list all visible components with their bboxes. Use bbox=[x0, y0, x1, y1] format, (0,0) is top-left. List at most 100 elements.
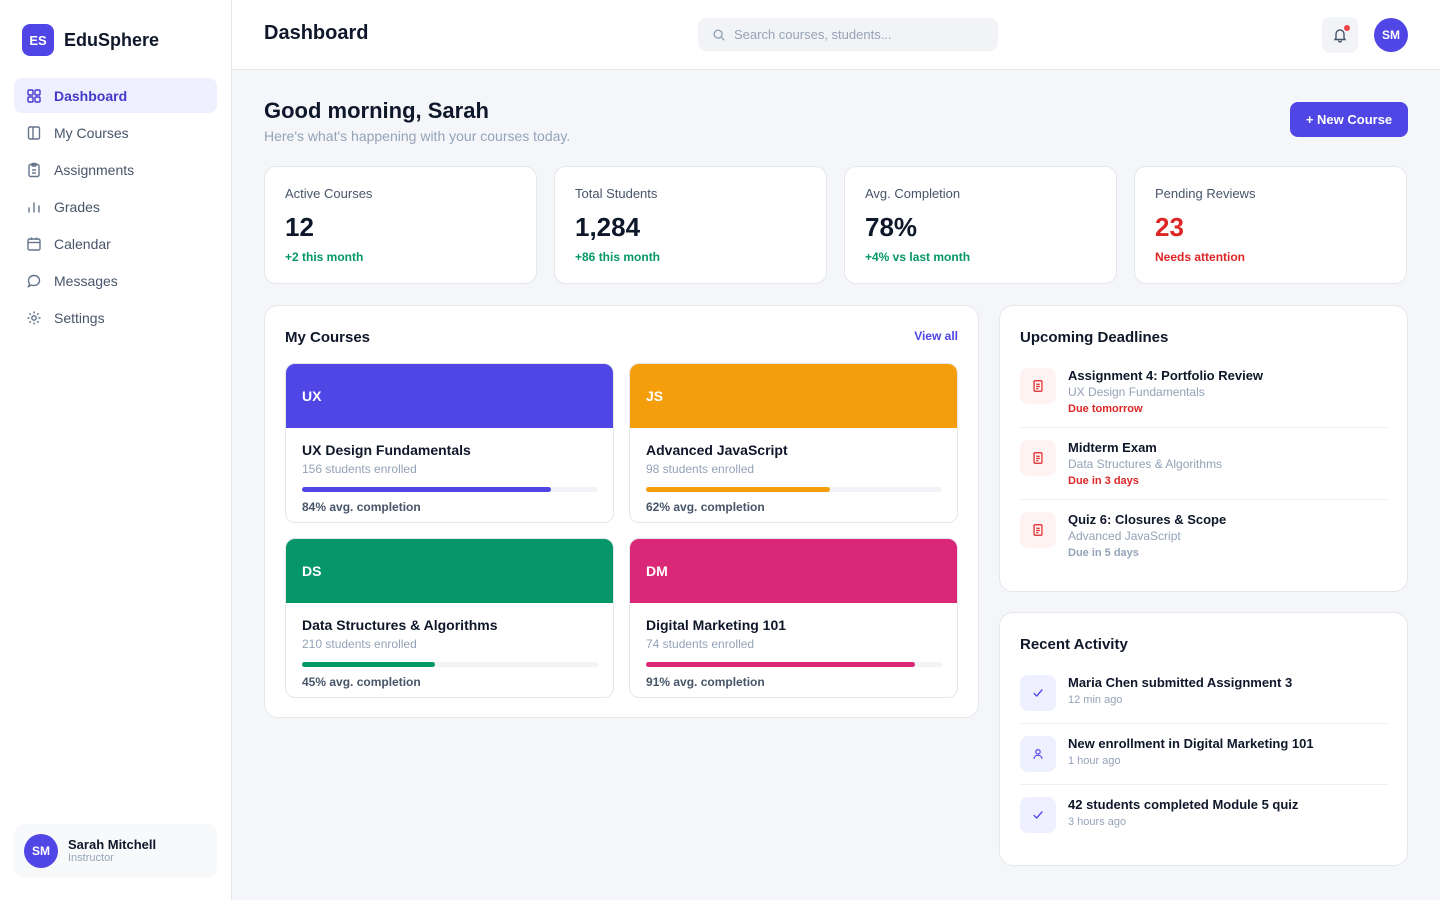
activity-icon-box bbox=[1020, 675, 1056, 711]
stat-card-total-students: Total Students 1,284 +86 this month bbox=[554, 166, 827, 284]
deadline-title: Quiz 6: Closures & Scope bbox=[1068, 512, 1227, 527]
deadline-item[interactable]: Quiz 6: Closures & Scope Advanced JavaSc… bbox=[1020, 512, 1388, 560]
course-completion: 45% avg. completion bbox=[302, 675, 421, 689]
notifications-button[interactable] bbox=[1322, 17, 1358, 53]
new-course-button[interactable]: + New Course bbox=[1290, 102, 1408, 137]
course-name: Data Structures & Algorithms bbox=[302, 617, 498, 633]
brand[interactable]: ES EduSphere bbox=[22, 24, 159, 56]
greeting-subtitle: Here's what's happening with your course… bbox=[264, 128, 571, 144]
notification-dot bbox=[1344, 25, 1350, 31]
sidebar-item-dashboard[interactable]: Dashboard bbox=[14, 78, 217, 113]
activity-time: 1 hour ago bbox=[1068, 755, 1121, 767]
divider bbox=[1020, 723, 1388, 724]
greeting-title: Good morning, Sarah bbox=[264, 98, 489, 123]
user-name: Sarah Mitchell bbox=[68, 837, 157, 852]
deadline-item[interactable]: Assignment 4: Portfolio Review UX Design… bbox=[1020, 368, 1388, 416]
deadline-due: Due in 5 days bbox=[1068, 547, 1139, 559]
course-students: 98 students enrolled bbox=[646, 462, 755, 476]
search-box[interactable] bbox=[698, 18, 998, 51]
course-completion: 91% avg. completion bbox=[646, 675, 765, 689]
search-icon bbox=[713, 28, 725, 41]
deadline-icon-box bbox=[1020, 368, 1056, 404]
progress-fill bbox=[646, 487, 830, 492]
progress-bar bbox=[302, 487, 598, 492]
document-icon bbox=[1033, 452, 1043, 464]
activity-icon-box bbox=[1020, 736, 1056, 772]
sidebar-item-label: Messages bbox=[54, 272, 118, 289]
deadline-due: Due in 3 days bbox=[1068, 475, 1139, 487]
calendar-icon bbox=[27, 237, 41, 251]
divider bbox=[1020, 427, 1388, 428]
top-header: Dashboard SM bbox=[232, 0, 1440, 70]
stat-label: Active Courses bbox=[285, 186, 373, 201]
deadline-course: Advanced JavaScript bbox=[1068, 529, 1181, 543]
panel-title: Recent Activity bbox=[1020, 636, 1128, 653]
sidebar-item-label: Calendar bbox=[54, 235, 111, 252]
sidebar-item-assignments[interactable]: Assignments bbox=[14, 152, 217, 187]
grid-icon bbox=[27, 88, 41, 103]
check-icon bbox=[1033, 689, 1043, 697]
progress-bar bbox=[646, 487, 942, 492]
divider bbox=[1020, 499, 1388, 500]
stat-value: 1,284 bbox=[575, 212, 641, 242]
progress-bar bbox=[646, 662, 942, 667]
course-banner: JS bbox=[630, 364, 957, 428]
activity-icon-box bbox=[1020, 797, 1056, 833]
my-courses-panel: My Courses View all UX UX Design Fundame… bbox=[264, 305, 979, 718]
deadline-item[interactable]: Midterm Exam Data Structures & Algorithm… bbox=[1020, 440, 1388, 488]
course-code: DM bbox=[646, 563, 668, 579]
header-avatar[interactable]: SM bbox=[1374, 18, 1408, 52]
sidebar-item-label: My Courses bbox=[54, 124, 129, 141]
progress-fill bbox=[646, 662, 916, 667]
activity-text: New enrollment in Digital Marketing 101 bbox=[1068, 736, 1314, 751]
bell-icon bbox=[1333, 29, 1347, 43]
progress-fill bbox=[302, 487, 551, 492]
course-completion: 62% avg. completion bbox=[646, 500, 765, 514]
course-banner: UX bbox=[286, 364, 613, 428]
sidebar-item-settings[interactable]: Settings bbox=[14, 300, 217, 335]
stat-label: Pending Reviews bbox=[1155, 186, 1256, 201]
course-card[interactable]: DS Data Structures & Algorithms 210 stud… bbox=[285, 538, 614, 698]
deadline-course: UX Design Fundamentals bbox=[1068, 385, 1205, 399]
view-all-link[interactable]: View all bbox=[914, 329, 958, 343]
sidebar-item-label: Dashboard bbox=[54, 87, 128, 104]
page-title: Dashboard bbox=[264, 22, 369, 44]
sidebar-item-label: Grades bbox=[54, 198, 100, 215]
book-icon bbox=[27, 125, 41, 140]
activity-text: 42 students completed Module 5 quiz bbox=[1068, 797, 1299, 812]
course-banner: DS bbox=[286, 539, 613, 603]
stat-delta: Needs attention bbox=[1155, 250, 1246, 264]
deadline-icon-box bbox=[1020, 440, 1056, 476]
sidebar-item-calendar[interactable]: Calendar bbox=[14, 226, 217, 261]
search-input[interactable] bbox=[734, 27, 974, 42]
bar-chart-icon bbox=[28, 201, 40, 213]
course-card[interactable]: DM Digital Marketing 101 74 students enr… bbox=[629, 538, 958, 698]
upcoming-deadlines-panel: Upcoming Deadlines Assignment 4: Portfol… bbox=[999, 305, 1408, 592]
user-profile-card[interactable]: SM Sarah Mitchell Instructor bbox=[14, 824, 217, 878]
stat-label: Total Students bbox=[575, 186, 658, 201]
activity-item[interactable]: Maria Chen submitted Assignment 3 12 min… bbox=[1020, 675, 1388, 711]
sidebar-item-grades[interactable]: Grades bbox=[14, 189, 217, 224]
sidebar-item-messages[interactable]: Messages bbox=[14, 263, 217, 298]
document-icon bbox=[1033, 380, 1043, 392]
document-icon bbox=[1033, 524, 1043, 536]
user-icon bbox=[1033, 749, 1043, 759]
stat-card-active-courses: Active Courses 12 +2 this month bbox=[264, 166, 537, 284]
course-card[interactable]: UX UX Design Fundamentals 156 students e… bbox=[285, 363, 614, 523]
deadline-course: Data Structures & Algorithms bbox=[1068, 457, 1223, 471]
panel-title: My Courses bbox=[285, 329, 371, 346]
sidebar-nav: Dashboard My Courses Assignments Grades … bbox=[14, 78, 217, 337]
sidebar: ES EduSphere Dashboard My Courses Assign… bbox=[0, 0, 232, 900]
progress-bar bbox=[302, 662, 598, 667]
clipboard-icon bbox=[28, 162, 40, 177]
sidebar-item-my-courses[interactable]: My Courses bbox=[14, 115, 217, 150]
course-card[interactable]: JS Advanced JavaScript 98 students enrol… bbox=[629, 363, 958, 523]
course-students: 74 students enrolled bbox=[646, 637, 755, 651]
activity-item[interactable]: New enrollment in Digital Marketing 101 … bbox=[1020, 736, 1388, 772]
brand-logo: ES bbox=[22, 24, 54, 56]
divider bbox=[1020, 784, 1388, 785]
course-code: UX bbox=[302, 388, 322, 404]
activity-item[interactable]: 42 students completed Module 5 quiz 3 ho… bbox=[1020, 797, 1388, 833]
avatar: SM bbox=[24, 834, 58, 868]
course-completion: 84% avg. completion bbox=[302, 500, 421, 514]
